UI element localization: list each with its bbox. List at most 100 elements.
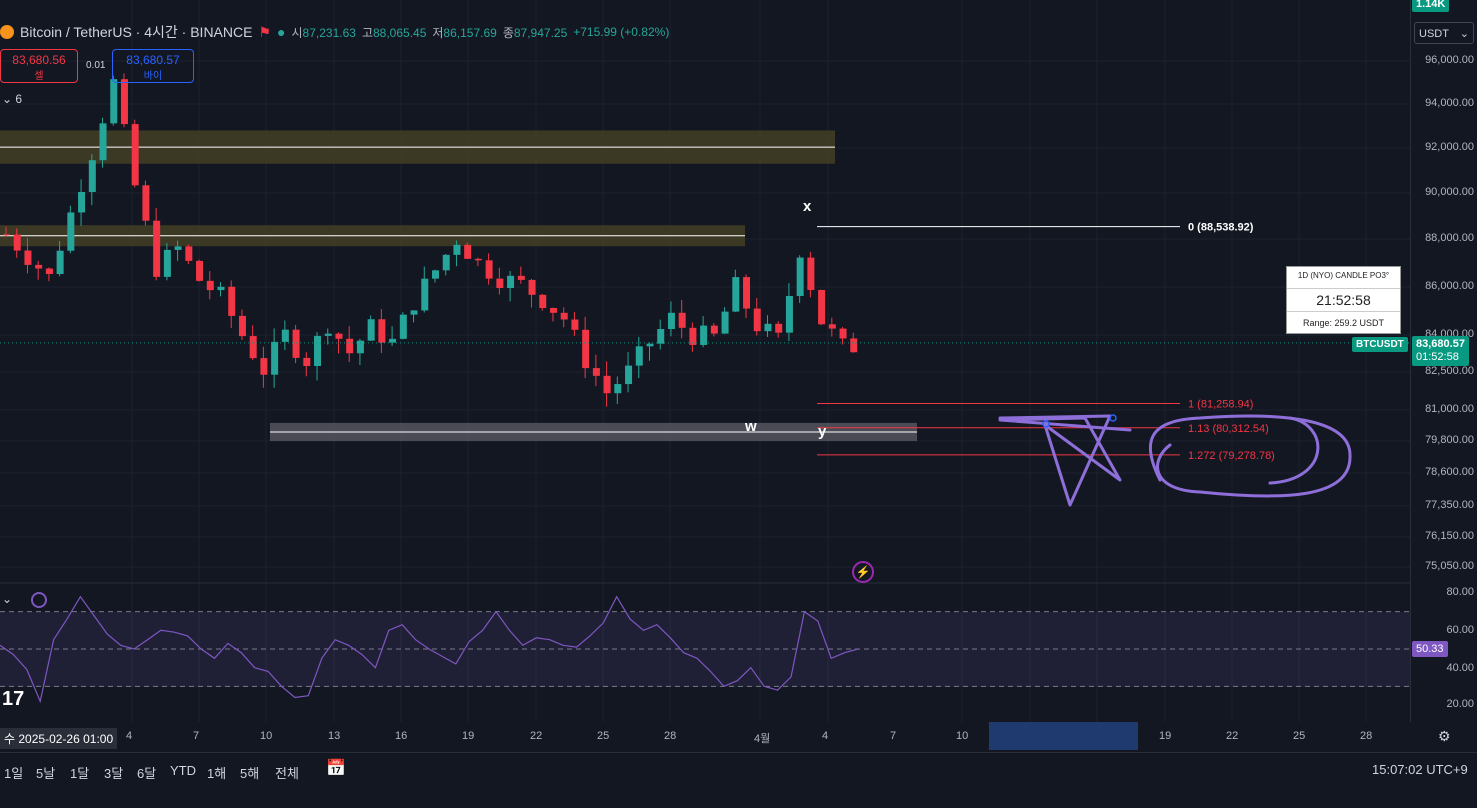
chevron-down-icon: ⌄ <box>2 92 13 106</box>
timeframe-button[interactable]: 3달 <box>104 766 124 781</box>
hand-drawn-star <box>998 414 1132 507</box>
time-tick-label: 7 <box>890 730 897 742</box>
ohlc-low: 저86,157.69 <box>432 25 497 40</box>
chevron-down-icon: ⌄ <box>2 592 13 607</box>
candle-body <box>174 246 182 250</box>
candle-body <box>667 312 675 330</box>
settings-gear-icon[interactable]: ⚙ <box>1438 728 1451 744</box>
ohlc-change: +715.99 (+0.82%) <box>573 25 670 39</box>
fib-level-label: 1 (81,258.94) <box>1188 398 1253 410</box>
candle-body <box>785 295 793 333</box>
sell-button[interactable]: 83,680.56 셀 <box>0 49 78 83</box>
symbol-title[interactable]: Bitcoin / TetherUS · 4시간 · BINANCE <box>20 24 253 40</box>
candle-body <box>45 268 53 274</box>
rsi-indicator-icon <box>31 592 48 608</box>
candle-body <box>399 314 407 339</box>
candle-body <box>206 280 214 291</box>
ohlc-close: 종87,947.25 <box>502 25 568 40</box>
candle-body <box>507 275 515 289</box>
timeframe-button[interactable]: 5날 <box>36 766 56 781</box>
timeframe-button[interactable]: 6달 <box>137 766 157 781</box>
time-tick-label: 10 <box>260 730 273 742</box>
candle-body <box>196 260 204 281</box>
candle-body <box>850 338 858 353</box>
candle-body <box>839 328 847 339</box>
timeframe-button[interactable]: 1해 <box>207 766 227 781</box>
currency-select[interactable]: USDT ⌄ <box>1414 22 1474 44</box>
rsi-pane-controls[interactable]: ⌄ <box>2 592 48 608</box>
fib-level-label: 0 (88,538.92) <box>1188 222 1254 234</box>
time-tick-label: 13 <box>328 730 341 742</box>
countdown-title: 1D (NYO) CANDLE PO3° <box>1297 271 1390 280</box>
candle-body <box>464 244 472 259</box>
candle-body <box>88 160 96 192</box>
chevron-down-icon: ⌄ <box>1459 28 1469 40</box>
price-tick-label: 90,000.00 <box>1425 186 1474 198</box>
time-tick-label: 16 <box>395 730 408 742</box>
price-tick-label: 79,800.00 <box>1425 434 1474 446</box>
price-chart[interactable]: 0 (88,538.92) 1 (81,258.94) 1.13 (80,312.5… <box>0 0 1410 722</box>
fib-level-label: 1.272 (79,278.78) <box>1188 450 1275 462</box>
rsi-tick-label: 20.00 <box>1446 698 1474 710</box>
flag-icon[interactable]: ⚑ <box>258 23 272 40</box>
fib-level-label: 1.13 (80,312.54) <box>1188 423 1269 435</box>
candle-body <box>689 327 697 345</box>
candle-body <box>356 340 364 354</box>
candle-body <box>67 212 75 251</box>
date-range-calendar-icon[interactable]: 📅 <box>326 760 346 777</box>
candle-body <box>807 257 815 290</box>
current-price-tag: 83,680.57 01:52:58 <box>1412 336 1469 366</box>
candle-body <box>818 289 826 325</box>
price-tick-label: 81,000.00 <box>1425 403 1474 415</box>
candle-body <box>828 324 836 329</box>
volume-badge: 1.14K <box>1412 0 1450 12</box>
time-tick-label: 19 <box>1159 730 1172 742</box>
candle-body <box>24 250 32 265</box>
candle-body <box>78 191 86 213</box>
time-tick-label: 22 <box>530 730 543 742</box>
time-tick-label: 25 <box>597 730 610 742</box>
candle-body <box>485 260 493 279</box>
candle-body <box>453 244 461 255</box>
timeframe-button[interactable]: 1일 <box>4 766 24 781</box>
timeframe-button[interactable]: 5해 <box>240 766 260 781</box>
price-tick-label: 82,500.00 <box>1425 365 1474 377</box>
buy-button[interactable]: 83,680.57 바이 <box>112 49 194 83</box>
chart-area[interactable]: 0 (88,538.92) 1 (81,258.94) 1.13 (80,312.5… <box>0 0 1410 722</box>
candle-body <box>335 333 343 339</box>
candle-body <box>163 249 171 277</box>
time-axis[interactable]: 47101316192225284월4710131619222528 <box>0 722 1410 752</box>
price-tick-label: 77,350.00 <box>1425 499 1474 511</box>
candle-body <box>35 264 43 269</box>
candle-body <box>410 310 418 315</box>
status-dot-icon: ● <box>277 24 286 40</box>
rsi-tick-label: 40.00 <box>1446 662 1474 674</box>
timeframe-button[interactable]: 전체 <box>275 766 299 781</box>
candle-body <box>120 79 128 125</box>
candle-body <box>421 278 429 311</box>
candle-body <box>260 358 268 375</box>
indicators-toggle[interactable]: ⌄ 6 <box>2 92 23 106</box>
timeframe-button[interactable]: 1달 <box>70 766 90 781</box>
timeframe-button[interactable]: YTD <box>170 763 196 778</box>
candle-body <box>142 185 150 221</box>
time-tick-label: 4 <box>822 730 829 742</box>
candle-body <box>635 346 643 366</box>
price-tick-label: 88,000.00 <box>1425 232 1474 244</box>
hand-drawn-loop <box>1149 414 1352 498</box>
clock-display[interactable]: 15:07:02 UTC+9 <box>1372 762 1468 777</box>
candle-body <box>603 375 611 394</box>
candle-body <box>131 124 139 186</box>
candle-body <box>753 308 761 332</box>
price-tick-label: 92,000.00 <box>1425 141 1474 153</box>
candle-body <box>582 329 590 369</box>
bottom-toolbar: 1일 5날 1달 3달 6달 YTD 1해 5해 전체 <box>0 752 1477 808</box>
wave-label: y <box>818 423 827 440</box>
hand-drawn-inner-curve <box>1268 416 1320 485</box>
lightning-alert-icon[interactable]: ⚡ <box>852 561 874 583</box>
candle-body <box>625 365 633 385</box>
time-tick-label: 28 <box>1360 730 1373 742</box>
symbol-tag: BTCUSDT <box>1352 337 1408 352</box>
candle-body <box>110 79 118 124</box>
candle-body <box>324 333 332 336</box>
